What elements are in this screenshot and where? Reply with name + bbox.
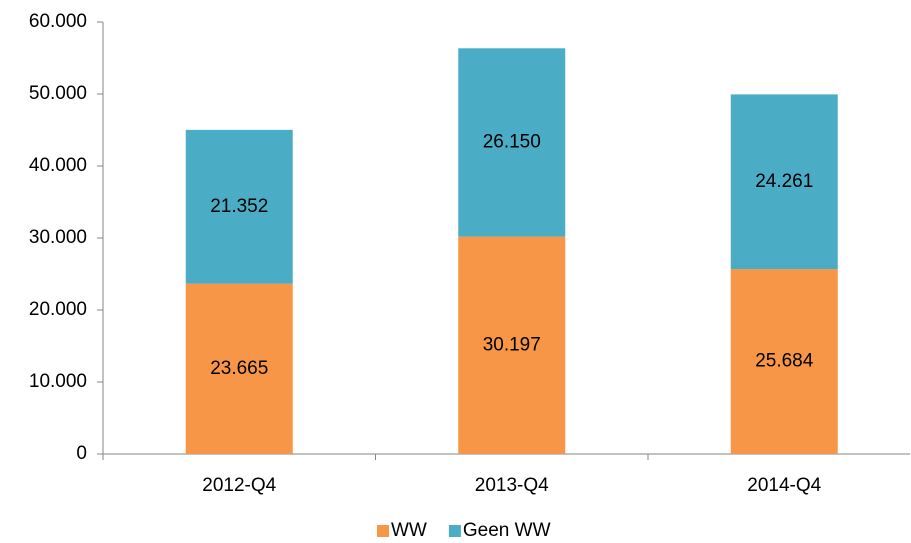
bar-segment: [185, 129, 293, 284]
y-tick-label: 20.000: [29, 299, 87, 320]
bar-segment: [458, 48, 566, 237]
y-tick-label: 40.000: [29, 155, 87, 176]
x-tick-label: 2013-Q4: [475, 475, 549, 496]
legend-label: WW: [391, 520, 427, 541]
y-tick-label: 30.000: [29, 227, 87, 248]
value-label: 26.150: [483, 131, 541, 152]
bar-segment: [730, 94, 838, 270]
bar-segment: [185, 283, 293, 454]
y-tick-label: 10.000: [29, 371, 87, 392]
x-tick-label: 2014-Q4: [747, 475, 821, 496]
value-label: 21.352: [210, 196, 268, 217]
y-tick-label: 50.000: [29, 83, 87, 104]
bar-segment: [730, 269, 838, 454]
bar-segment: [458, 236, 566, 454]
legend-swatch: [377, 525, 389, 537]
y-tick-label: 0: [76, 443, 87, 464]
y-tick-label: 60.000: [29, 11, 87, 32]
value-label: 30.197: [483, 334, 541, 355]
legend-swatch: [448, 525, 461, 537]
value-label: 23.665: [210, 358, 268, 379]
legend-label: Geen WW: [463, 520, 551, 541]
x-tick-label: 2012-Q4: [202, 475, 276, 496]
value-label: 25.684: [755, 351, 814, 372]
value-label: 24.261: [755, 171, 813, 192]
